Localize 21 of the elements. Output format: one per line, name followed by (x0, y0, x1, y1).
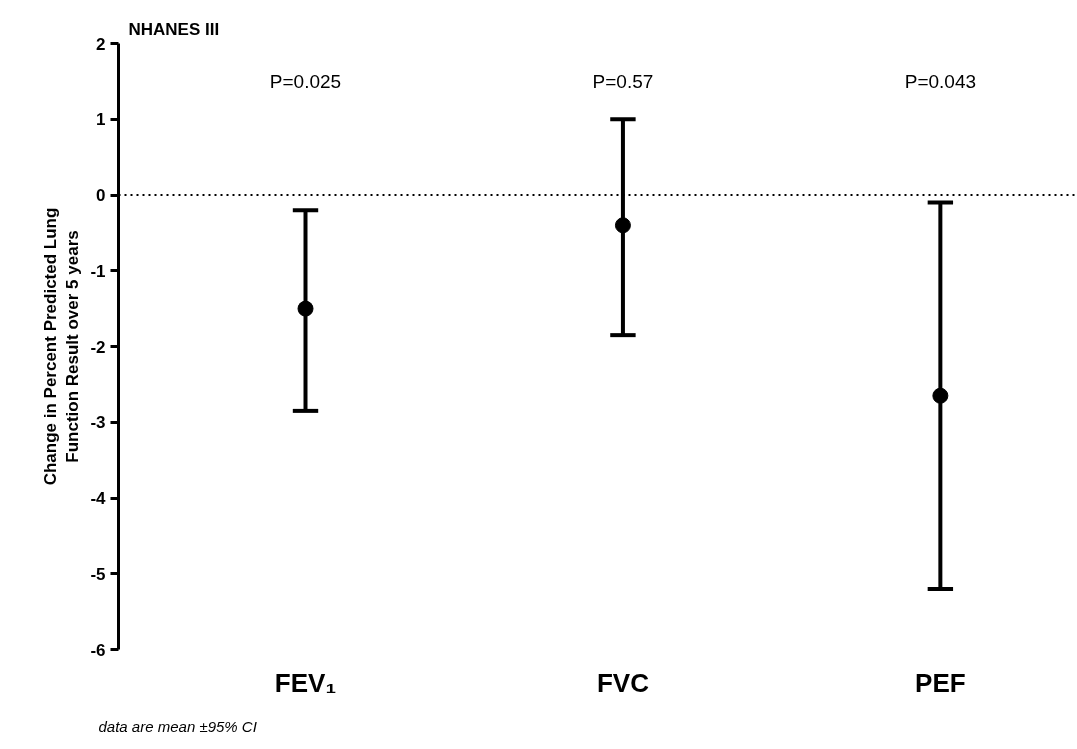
point (297, 300, 314, 317)
y-tick-label: 1 (96, 110, 106, 130)
annotation: P=0.043 (904, 70, 977, 92)
y-tick-label: 0 (96, 186, 106, 205)
y-tick-label: -1 (90, 261, 106, 281)
point (614, 217, 631, 234)
chart-title: NHANES III (128, 19, 220, 39)
y-tick-label: -6 (90, 640, 106, 660)
x-tick-label: FEV₁ (274, 667, 337, 698)
y-tick-label: -4 (90, 489, 107, 508)
y-tick-label: -3 (90, 413, 106, 433)
x-tick-label: FVC (596, 667, 650, 698)
text: data are mean ±95% CI (98, 717, 257, 735)
annotation: P=0.57 (592, 70, 654, 92)
y-axis-title: Change in Percent Predicted Lung Function Result over 5 years (40, 207, 83, 486)
annotation: P=0.025 (269, 70, 342, 92)
x-tick-label: PEF (915, 667, 966, 698)
y-tick-label: -2 (90, 337, 106, 357)
y-tick-label: -5 (90, 564, 106, 584)
y-tick-label: 2 (96, 34, 106, 54)
point (932, 387, 949, 404)
